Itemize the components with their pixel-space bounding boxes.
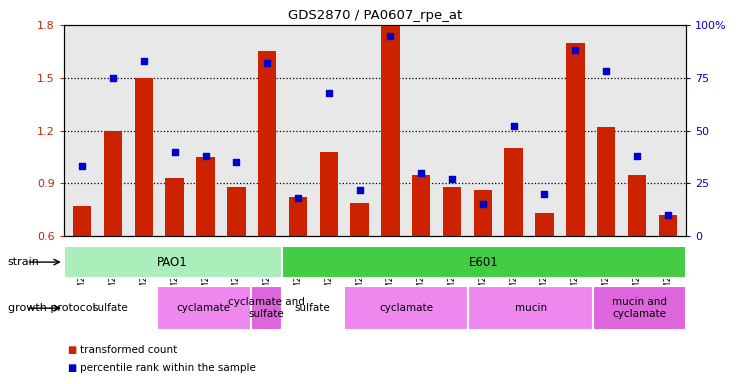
- Bar: [505, 148, 523, 236]
- Point: [446, 176, 458, 182]
- Bar: [158, 286, 250, 330]
- Bar: [73, 206, 92, 236]
- Text: mucin and
cyclamate: mucin and cyclamate: [612, 297, 667, 319]
- Point: [261, 60, 273, 66]
- Bar: [536, 213, 554, 236]
- Text: cyclamate: cyclamate: [379, 303, 433, 313]
- Bar: [350, 203, 369, 236]
- Bar: [566, 43, 584, 236]
- Bar: [658, 215, 677, 236]
- Bar: [166, 178, 184, 236]
- Text: cyclamate: cyclamate: [177, 303, 231, 313]
- Point: [169, 149, 181, 155]
- Text: mucin: mucin: [514, 303, 547, 313]
- Bar: [104, 131, 122, 236]
- Text: ■: ■: [68, 345, 76, 355]
- Bar: [597, 127, 615, 236]
- Bar: [196, 157, 214, 236]
- Bar: [227, 187, 245, 236]
- Point: [76, 164, 88, 170]
- Text: growth protocol: growth protocol: [8, 303, 95, 313]
- Text: E601: E601: [469, 256, 499, 268]
- Point: [477, 201, 489, 207]
- Text: sulfate: sulfate: [92, 303, 128, 313]
- Text: transformed count: transformed count: [80, 345, 178, 355]
- Bar: [628, 175, 646, 236]
- Bar: [258, 51, 277, 236]
- Text: cyclamate and
sulfate: cyclamate and sulfate: [228, 297, 304, 319]
- Point: [230, 159, 242, 166]
- Point: [600, 68, 612, 74]
- Point: [538, 191, 550, 197]
- Bar: [468, 286, 592, 330]
- Point: [353, 187, 365, 193]
- Bar: [320, 152, 338, 236]
- Point: [385, 33, 397, 39]
- Text: PAO1: PAO1: [158, 256, 188, 268]
- Title: GDS2870 / PA0607_rpe_at: GDS2870 / PA0607_rpe_at: [288, 9, 462, 22]
- Point: [569, 47, 581, 53]
- Bar: [381, 25, 400, 236]
- Point: [662, 212, 674, 218]
- Point: [416, 170, 428, 176]
- Point: [508, 123, 520, 129]
- Bar: [592, 286, 686, 330]
- Bar: [282, 286, 344, 330]
- Point: [200, 153, 211, 159]
- Point: [292, 195, 304, 201]
- Point: [107, 74, 119, 81]
- Text: percentile rank within the sample: percentile rank within the sample: [80, 363, 256, 373]
- Bar: [64, 286, 158, 330]
- Bar: [64, 246, 282, 278]
- Text: ■: ■: [68, 363, 76, 373]
- Bar: [135, 78, 153, 236]
- Bar: [282, 246, 686, 278]
- Bar: [289, 197, 308, 236]
- Bar: [473, 190, 492, 236]
- Point: [631, 153, 643, 159]
- Point: [138, 58, 150, 64]
- Text: sulfate: sulfate: [295, 303, 331, 313]
- Bar: [412, 175, 430, 236]
- Bar: [344, 286, 468, 330]
- Bar: [442, 187, 461, 236]
- Bar: [251, 286, 282, 330]
- Text: strain: strain: [8, 257, 40, 267]
- Point: [322, 89, 334, 96]
